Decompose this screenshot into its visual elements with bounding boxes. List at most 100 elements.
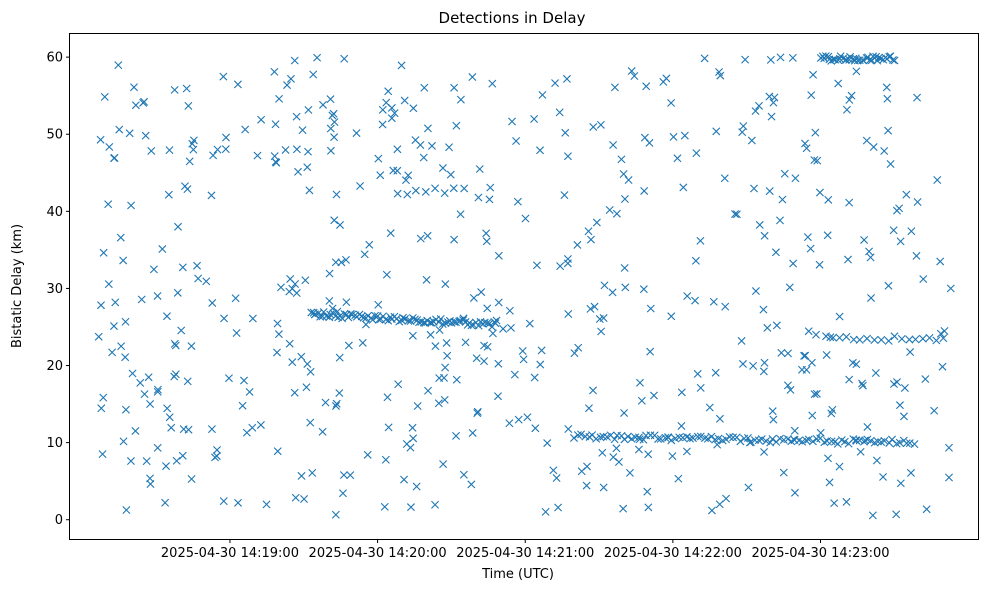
data-point (404, 316, 413, 325)
data-point (600, 281, 609, 290)
data-point (121, 405, 130, 414)
data-point (940, 327, 949, 336)
data-point (899, 412, 908, 421)
data-point (849, 435, 858, 444)
data-point (939, 334, 948, 343)
data-point (177, 326, 186, 335)
data-point (165, 146, 174, 155)
data-point (829, 333, 838, 342)
data-point (682, 447, 691, 456)
data-point (281, 145, 290, 154)
data-point (153, 387, 162, 396)
data-point (563, 259, 572, 268)
data-point (609, 141, 618, 150)
data-point (419, 318, 428, 327)
data-point (711, 368, 720, 377)
data-point (866, 253, 875, 262)
data-point (380, 502, 389, 511)
data-point (153, 291, 162, 300)
data-point (330, 216, 339, 225)
data-point (555, 108, 564, 117)
data-point (393, 189, 402, 198)
data-point (158, 245, 167, 254)
data-point (262, 500, 271, 509)
data-point (330, 133, 339, 142)
data-point (823, 231, 832, 240)
x-axis: 2025-04-30 14:19:00 2025-04-30 14:20:00 20… (161, 539, 890, 561)
data-point (925, 333, 934, 342)
data-point (743, 433, 752, 442)
data-point (703, 434, 712, 443)
data-point (570, 349, 579, 358)
data-point (518, 347, 527, 355)
data-point (285, 339, 294, 348)
data-point (435, 326, 444, 335)
data-point (783, 435, 792, 444)
data-point (874, 53, 883, 62)
data-point (491, 319, 500, 328)
data-point (856, 447, 865, 456)
data-point (755, 220, 764, 229)
data-point (543, 439, 552, 448)
data-point (804, 327, 813, 336)
data-point (305, 186, 314, 195)
data-point (586, 235, 595, 244)
data-point (318, 427, 327, 436)
data-point (488, 79, 497, 88)
data-point (513, 197, 522, 206)
data-point (573, 431, 582, 440)
data-point (336, 220, 345, 229)
data-point (456, 316, 465, 325)
data-point (141, 131, 150, 140)
data-point (537, 346, 546, 355)
data-point (182, 84, 191, 93)
data-point (290, 388, 299, 397)
data-point (474, 193, 483, 202)
data-point (129, 83, 138, 92)
data-point (207, 191, 216, 200)
data-point (125, 129, 134, 138)
data-point (890, 332, 899, 341)
data-point (326, 95, 335, 104)
data-point (631, 433, 640, 442)
data-point (411, 315, 419, 324)
data-point (326, 124, 335, 133)
data-point (325, 269, 334, 278)
data-point (630, 71, 639, 80)
data-point (467, 480, 476, 489)
data-point (344, 313, 353, 322)
data-point (852, 360, 861, 369)
y-tick-label: 10 (46, 436, 63, 451)
data-point (744, 483, 753, 492)
data-point (827, 437, 836, 446)
data-point (806, 244, 815, 253)
data-point (459, 470, 468, 479)
data-point (858, 381, 867, 390)
data-point (331, 258, 340, 267)
data-point (646, 304, 655, 313)
data-point (165, 413, 174, 422)
data-point (378, 120, 387, 129)
data-point (720, 174, 729, 183)
data-point (338, 489, 347, 498)
data-point (624, 176, 633, 184)
data-point (802, 144, 811, 153)
data-point (599, 432, 608, 441)
data-point (783, 381, 792, 390)
data-point (586, 304, 595, 313)
data-point (729, 433, 738, 442)
data-point (382, 270, 391, 279)
data-point (108, 348, 117, 357)
data-point (298, 126, 307, 135)
data-point (253, 151, 262, 160)
data-point (936, 257, 945, 266)
data-point (99, 248, 108, 257)
data-point (383, 393, 392, 402)
data-point (870, 335, 879, 344)
data-point (612, 209, 621, 218)
data-point (845, 198, 854, 207)
data-point (707, 432, 716, 441)
data-point (494, 392, 502, 401)
data-point (677, 421, 686, 430)
data-point (564, 425, 573, 433)
